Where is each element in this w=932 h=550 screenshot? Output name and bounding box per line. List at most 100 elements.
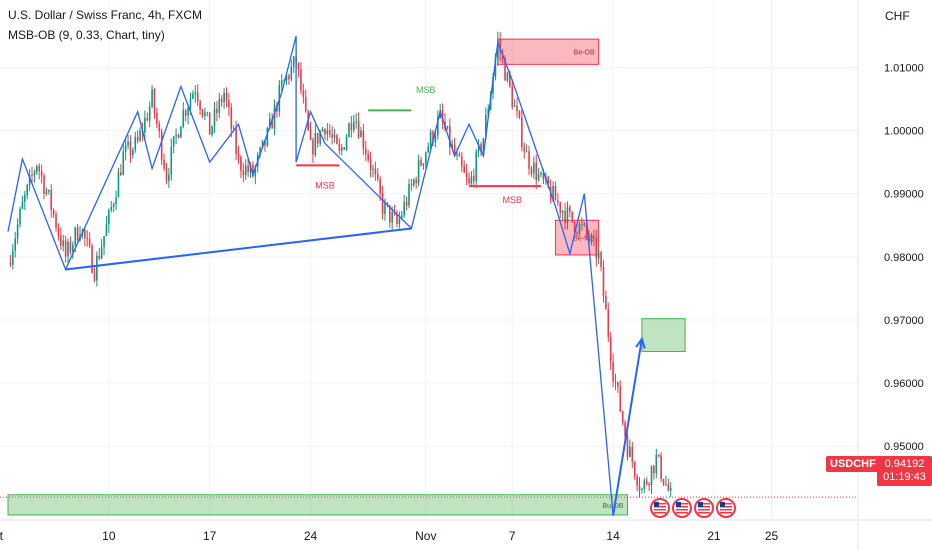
candle (14, 238, 17, 251)
flag-stripe (698, 503, 710, 505)
msb-label: MSB (416, 85, 436, 95)
flag-canton (698, 502, 703, 507)
candle (391, 212, 393, 223)
indicator-label[interactable]: MSB-OB (9, 0.33, Chart, tiny) (8, 28, 165, 42)
candle (458, 154, 461, 157)
candle (292, 56, 295, 67)
candle (91, 245, 93, 273)
msb-label: MSB (315, 181, 335, 191)
zigzag-line (7, 35, 643, 516)
y-tick-label: 1.00000 (884, 126, 924, 138)
candle (456, 154, 458, 156)
candle (28, 174, 31, 185)
candle (429, 131, 432, 147)
candle (271, 118, 273, 129)
candle (201, 109, 204, 116)
candle (636, 476, 638, 486)
candle (475, 151, 478, 182)
candle (69, 241, 72, 252)
candle (50, 189, 53, 210)
axis-currency: CHF (885, 9, 910, 23)
candle (288, 75, 290, 80)
candle (631, 446, 634, 463)
zone-label: Bu-OB (602, 503, 623, 510)
candle (151, 89, 153, 107)
candle (357, 121, 360, 138)
zone-label: Be-MB (573, 236, 595, 243)
candle (216, 108, 218, 114)
candle (398, 218, 401, 224)
candle (595, 237, 598, 259)
candle (192, 93, 194, 99)
candle (451, 144, 454, 148)
candle (506, 72, 509, 81)
candle (139, 130, 141, 141)
candle (388, 205, 391, 223)
candle (384, 202, 386, 214)
y-tick-label: 0.96000 (884, 378, 924, 390)
candle (67, 241, 69, 257)
candle (528, 151, 530, 169)
candle (617, 382, 619, 387)
us-flag-icon[interactable] (650, 498, 670, 518)
candle (629, 446, 631, 457)
candle (415, 179, 417, 184)
flag-stripe (720, 509, 732, 511)
candle (326, 130, 329, 135)
candle (189, 98, 192, 108)
candle (240, 156, 242, 171)
candle (338, 143, 341, 151)
candle (321, 128, 324, 132)
candle (417, 160, 420, 184)
candle (609, 337, 612, 362)
candle (453, 144, 456, 156)
candle (110, 207, 113, 211)
candle (465, 172, 468, 178)
us-flag-icon[interactable] (716, 498, 736, 518)
candle (396, 214, 398, 224)
candle (350, 123, 353, 131)
msb-label: MSB (502, 195, 522, 205)
candle (264, 140, 266, 146)
candle (64, 240, 67, 257)
candle (480, 144, 482, 153)
candle (372, 168, 374, 170)
candle (499, 39, 502, 53)
candle (569, 207, 571, 212)
candle (177, 134, 180, 138)
symbol-tag: USDCHF (826, 456, 880, 472)
candle (521, 117, 523, 148)
flag-ring (650, 498, 670, 518)
us-flag-icon[interactable] (672, 498, 692, 518)
candle (494, 57, 497, 77)
candle (266, 128, 269, 146)
candle (655, 454, 658, 474)
flag-stripe (720, 512, 732, 514)
candle (93, 272, 96, 281)
candle (540, 172, 542, 175)
candle (578, 223, 581, 234)
candle (583, 223, 586, 225)
candle (482, 138, 485, 153)
candle (218, 98, 221, 114)
candle (626, 436, 629, 457)
y-tick-label: 0.98000 (884, 252, 924, 264)
candle (223, 92, 225, 103)
candle (84, 229, 86, 238)
candle (561, 210, 564, 213)
candle (643, 480, 646, 490)
candle (57, 227, 60, 236)
candle (103, 236, 105, 248)
bar-countdown: 01:19:43 (883, 471, 926, 483)
x-tick-label: 21 (707, 529, 721, 543)
us-flag-icon[interactable] (694, 498, 714, 518)
candle (280, 80, 283, 85)
candle (573, 221, 576, 233)
candle (273, 104, 276, 129)
candle (156, 112, 158, 124)
flag-stripe (698, 512, 710, 514)
candle (120, 172, 122, 175)
candle (225, 92, 228, 101)
